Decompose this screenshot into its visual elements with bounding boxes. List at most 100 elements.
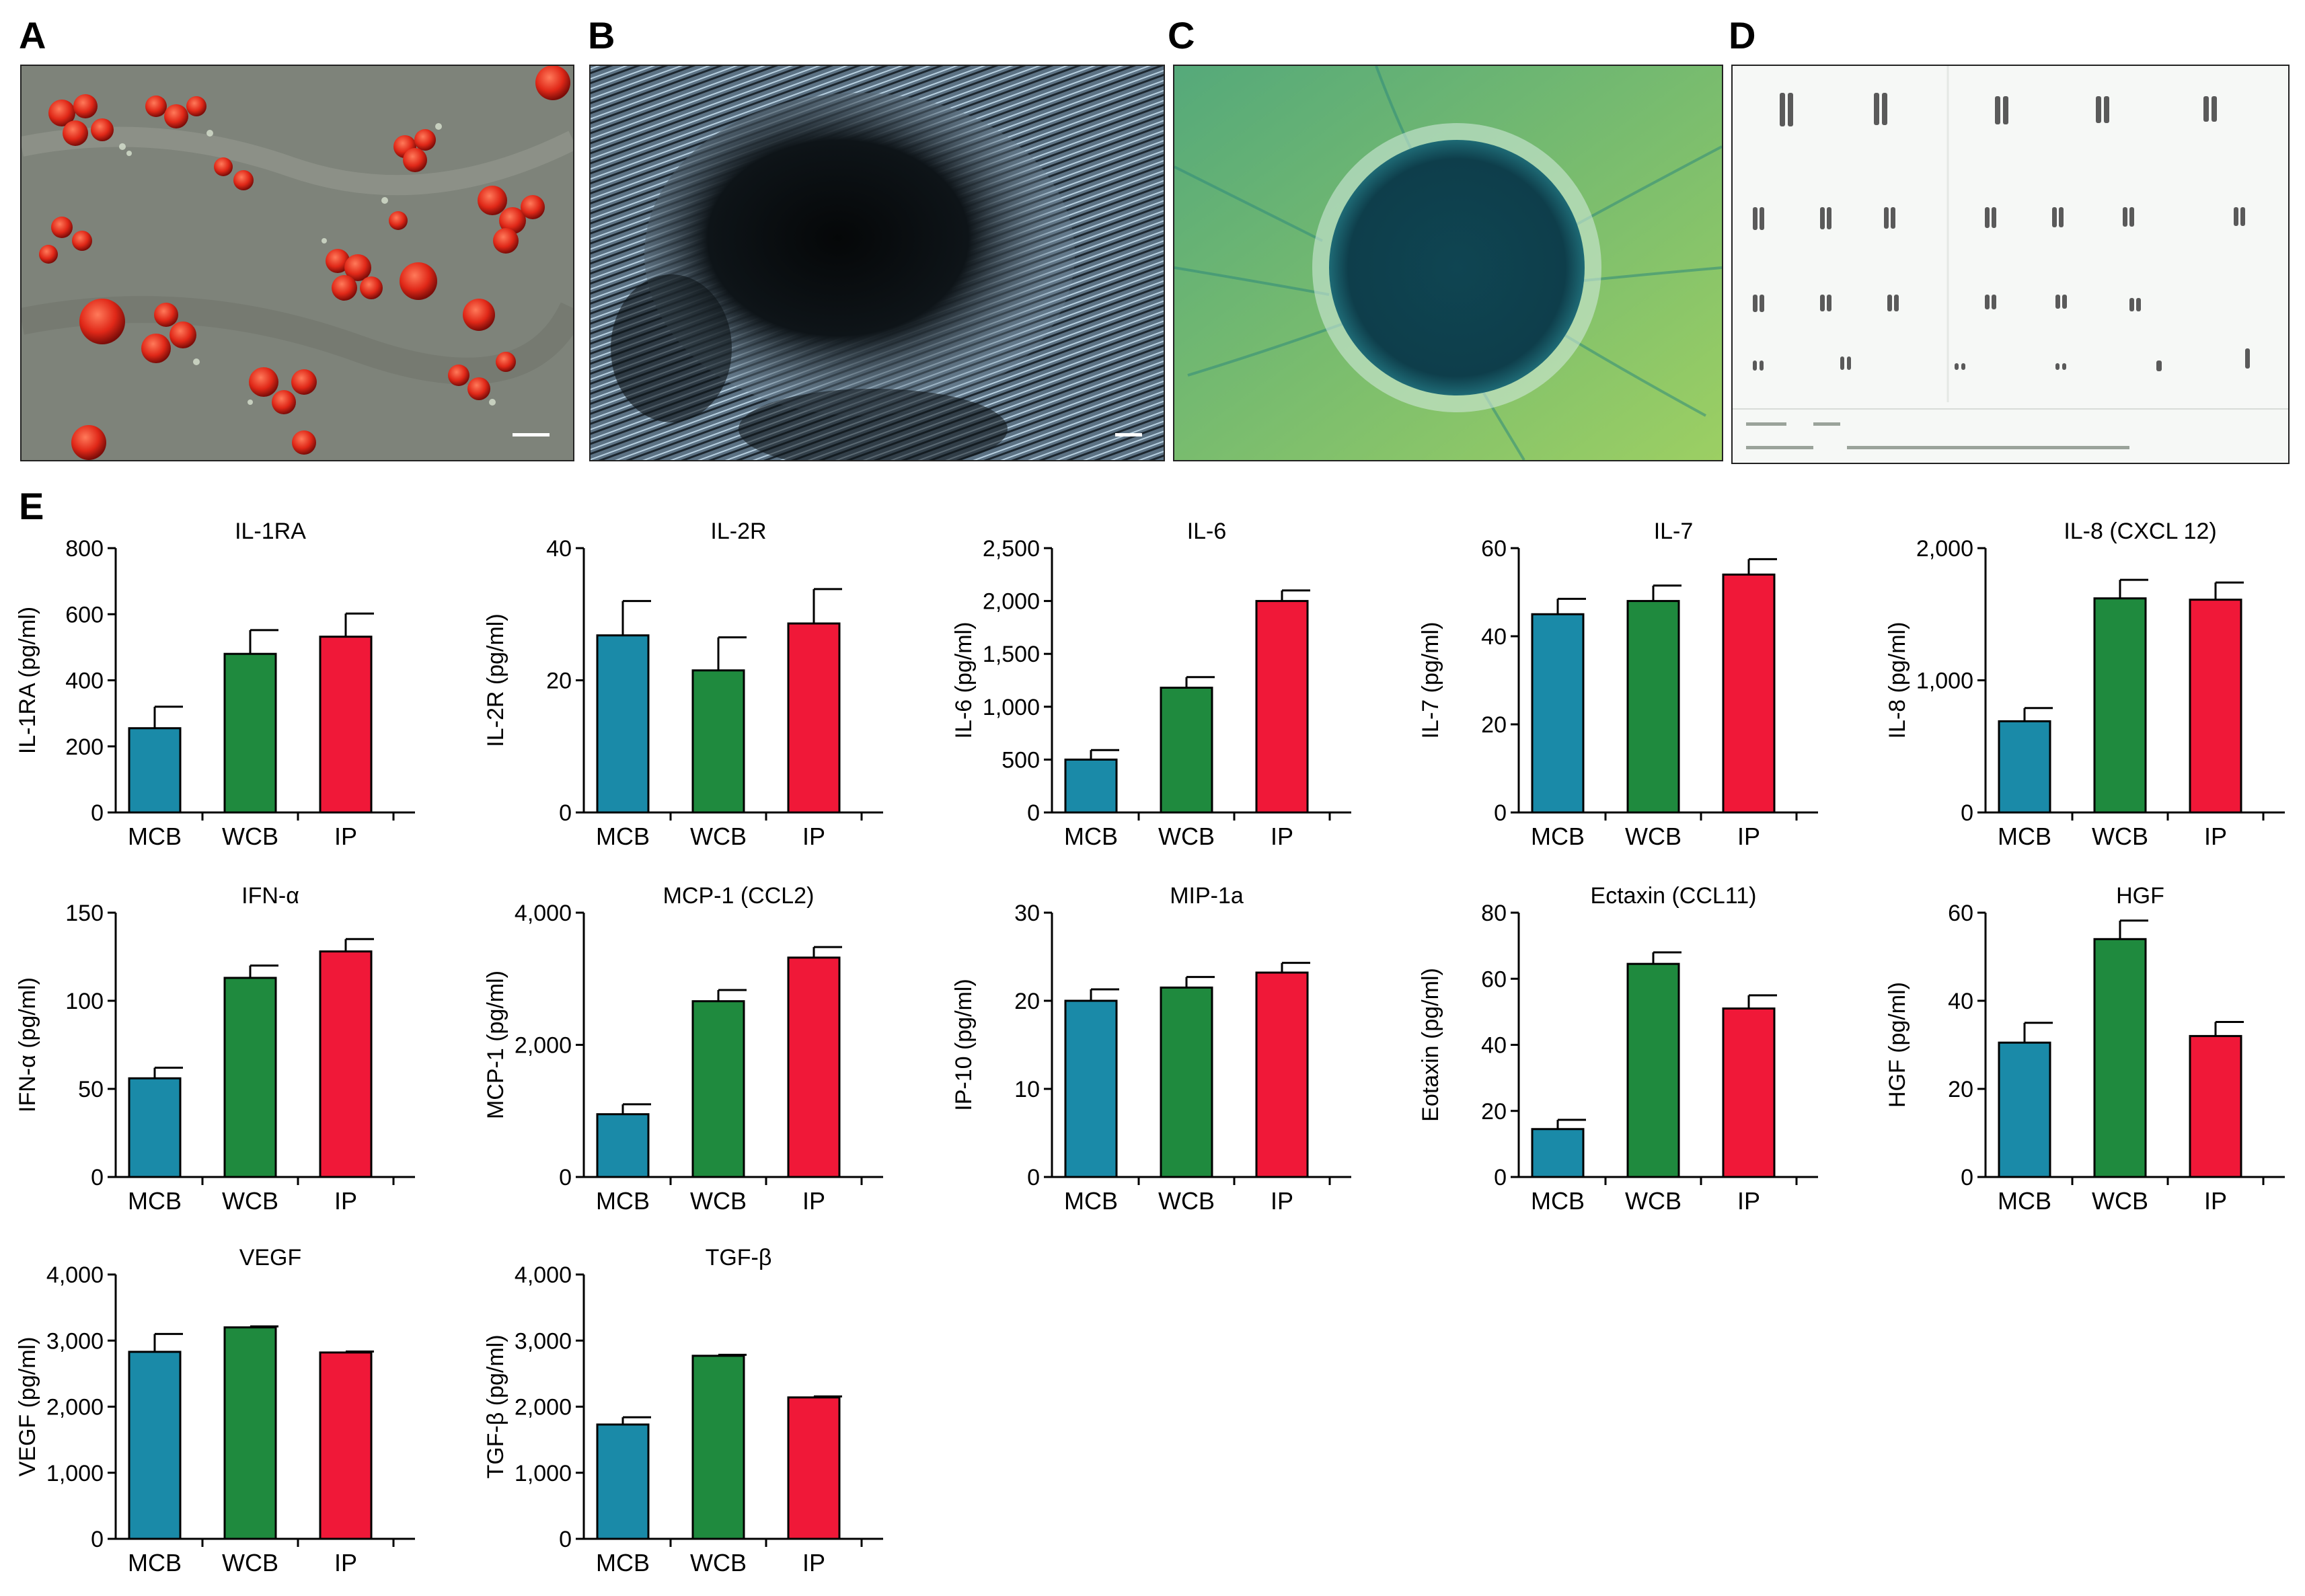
y-axis-label: VEGF (pg/ml)	[15, 1337, 40, 1477]
bar-mcb	[128, 727, 182, 814]
y-tick-label: 2,000	[515, 1033, 572, 1059]
y-tick-label: 4,000	[46, 1262, 104, 1288]
x-tick-label: IP	[334, 1549, 357, 1576]
chart-title: HGF	[2116, 883, 2164, 909]
chart-title: VEGF	[239, 1245, 302, 1270]
y-tick-label: 0	[91, 1165, 104, 1190]
bar-wcb	[1160, 986, 1213, 1178]
chart-title: IL-2R	[710, 519, 766, 544]
y-tick-label: 0	[559, 1527, 572, 1552]
y-tick-label: 2,000	[983, 589, 1040, 615]
y-axis-label: IFN-α (pg/ml)	[15, 977, 40, 1112]
bar-ip	[1255, 971, 1309, 1178]
y-tick-label: 40	[546, 536, 572, 562]
panel-label-a: A	[19, 14, 46, 56]
x-tick-label: MCB	[1531, 1187, 1585, 1215]
y-tick-label: 20	[1481, 712, 1507, 738]
y-tick-label: 500	[1002, 747, 1040, 773]
y-tick-label: 0	[1027, 1165, 1040, 1190]
bar-wcb	[223, 652, 277, 814]
x-tick-label: WCB	[2092, 1187, 2148, 1215]
bar-ip	[787, 622, 841, 814]
panel-label-b: B	[588, 14, 615, 56]
bar-wcb	[223, 977, 277, 1178]
x-tick-label: IP	[334, 1187, 357, 1215]
y-tick-label: 20	[1481, 1099, 1507, 1125]
chart-1: IL-1RA IL-1RA (pg/ml) 0 200 400 600 800 MCB WCB I…	[15, 519, 415, 850]
chart-11: VEGF VEGF (pg/ml) 0 1,000 2,000 3,000 4,000 MCB…	[15, 1245, 415, 1576]
y-axis-label: Eotaxin (pg/ml)	[1418, 968, 1443, 1122]
y-axis-label: IL-6 (pg/ml)	[951, 622, 977, 739]
y-tick-label: 150	[65, 901, 104, 926]
y-tick-label: 1,500	[983, 642, 1040, 667]
y-tick-label: 60	[1948, 901, 1973, 926]
y-tick-label: 2,000	[515, 1395, 572, 1420]
bar-wcb	[1626, 600, 1680, 814]
y-tick-label: 0	[559, 800, 572, 826]
y-axis-label: IL-1RA (pg/ml)	[15, 607, 40, 754]
bar-wcb	[691, 1000, 745, 1178]
bar-mcb	[596, 1423, 650, 1540]
y-tick-label: 1,000	[983, 695, 1040, 720]
bar-wcb	[223, 1326, 277, 1540]
y-tick-label: 30	[1014, 901, 1040, 926]
x-tick-label: MCB	[1531, 823, 1585, 850]
y-tick-label: 400	[65, 669, 104, 694]
x-tick-label: WCB	[222, 1549, 278, 1576]
chart-5: IL-8 (CXCL 12) IL-8 (pg/ml) 0 1,000 2,000 MCB…	[1885, 519, 2285, 850]
chart-title: Ectaxin (CCL11)	[1591, 883, 1757, 909]
y-axis-label: IP-10 (pg/ml)	[951, 979, 977, 1111]
chart-title: TGF-β	[706, 1245, 772, 1270]
y-tick-label: 100	[65, 989, 104, 1014]
x-tick-label: IP	[802, 823, 825, 850]
chart-2: IL-2R IL-2R (pg/ml) 0 20 40 MCB WCB IP	[483, 519, 883, 850]
y-tick-label: 60	[1481, 966, 1507, 992]
y-tick-label: 4,000	[515, 901, 572, 926]
chart-7: MCP-1 (CCL2) MCP-1 (pg/ml) 0 2,000 4,000 MCB W…	[483, 883, 883, 1215]
x-tick-label: MCB	[1998, 1187, 2051, 1215]
y-tick-label: 20	[1948, 1077, 1973, 1102]
chart-4: IL-7 IL-7 (pg/ml) 0 20 40 60 MCB WCB IP	[1418, 519, 1818, 850]
y-axis-label: IL-8 (pg/ml)	[1885, 622, 1910, 739]
x-tick-label: WCB	[2092, 823, 2148, 850]
y-tick-label: 40	[1481, 624, 1507, 650]
chart-title: IL-7	[1654, 519, 1694, 544]
x-tick-label: IP	[802, 1187, 825, 1215]
chart-6: IFN-α IFN-α (pg/ml) 0 50 100 150 MCB WCB IP	[15, 883, 415, 1215]
y-tick-label: 40	[1948, 989, 1973, 1014]
bar-mcb	[1531, 1128, 1585, 1178]
chart-title: IL-6	[1187, 519, 1227, 544]
karyotype-image	[1731, 65, 2290, 464]
y-tick-label: 20	[1014, 989, 1040, 1014]
y-axis-label: IL-2R (pg/ml)	[483, 613, 508, 747]
x-tick-label: MCB	[128, 823, 182, 850]
x-tick-label: IP	[334, 823, 357, 850]
bar-wcb	[691, 1355, 745, 1540]
bar-ip	[1722, 573, 1776, 814]
chart-12: TGF-β TGF-β (pg/ml) 0 1,000 2,000 3,000 4,000 M…	[483, 1245, 883, 1576]
bar-mcb	[128, 1077, 182, 1178]
x-tick-label: MCB	[1064, 1187, 1118, 1215]
y-tick-label: 0	[1494, 1165, 1507, 1190]
y-tick-label: 10	[1014, 1077, 1040, 1102]
chart-8: MIP-1a IP-10 (pg/ml) 0 10 20 30 MCB WCB IP	[951, 883, 1351, 1215]
bar-wcb	[2093, 938, 2147, 1178]
x-tick-label: WCB	[690, 1549, 747, 1576]
x-tick-label: MCB	[596, 1549, 650, 1576]
panel-label-e: E	[19, 485, 44, 527]
chart-title: MCP-1 (CCL2)	[663, 883, 815, 909]
chart-title: IL-1RA	[235, 519, 306, 544]
chart-title: IL-8 (CXCL 12)	[2064, 519, 2216, 544]
bar-ip	[787, 956, 841, 1178]
y-tick-label: 0	[559, 1165, 572, 1190]
x-tick-label: IP	[802, 1549, 825, 1576]
y-tick-label: 200	[65, 734, 104, 760]
y-tick-label: 50	[78, 1077, 104, 1102]
bar-ip	[1255, 600, 1309, 814]
x-tick-label: IP	[2204, 1187, 2227, 1215]
bar-ip	[2189, 1034, 2242, 1178]
y-tick-label: 0	[1027, 800, 1040, 826]
bar-mcb	[1998, 720, 2051, 814]
y-tick-label: 1,000	[46, 1461, 104, 1486]
x-tick-label: MCB	[596, 1187, 650, 1215]
